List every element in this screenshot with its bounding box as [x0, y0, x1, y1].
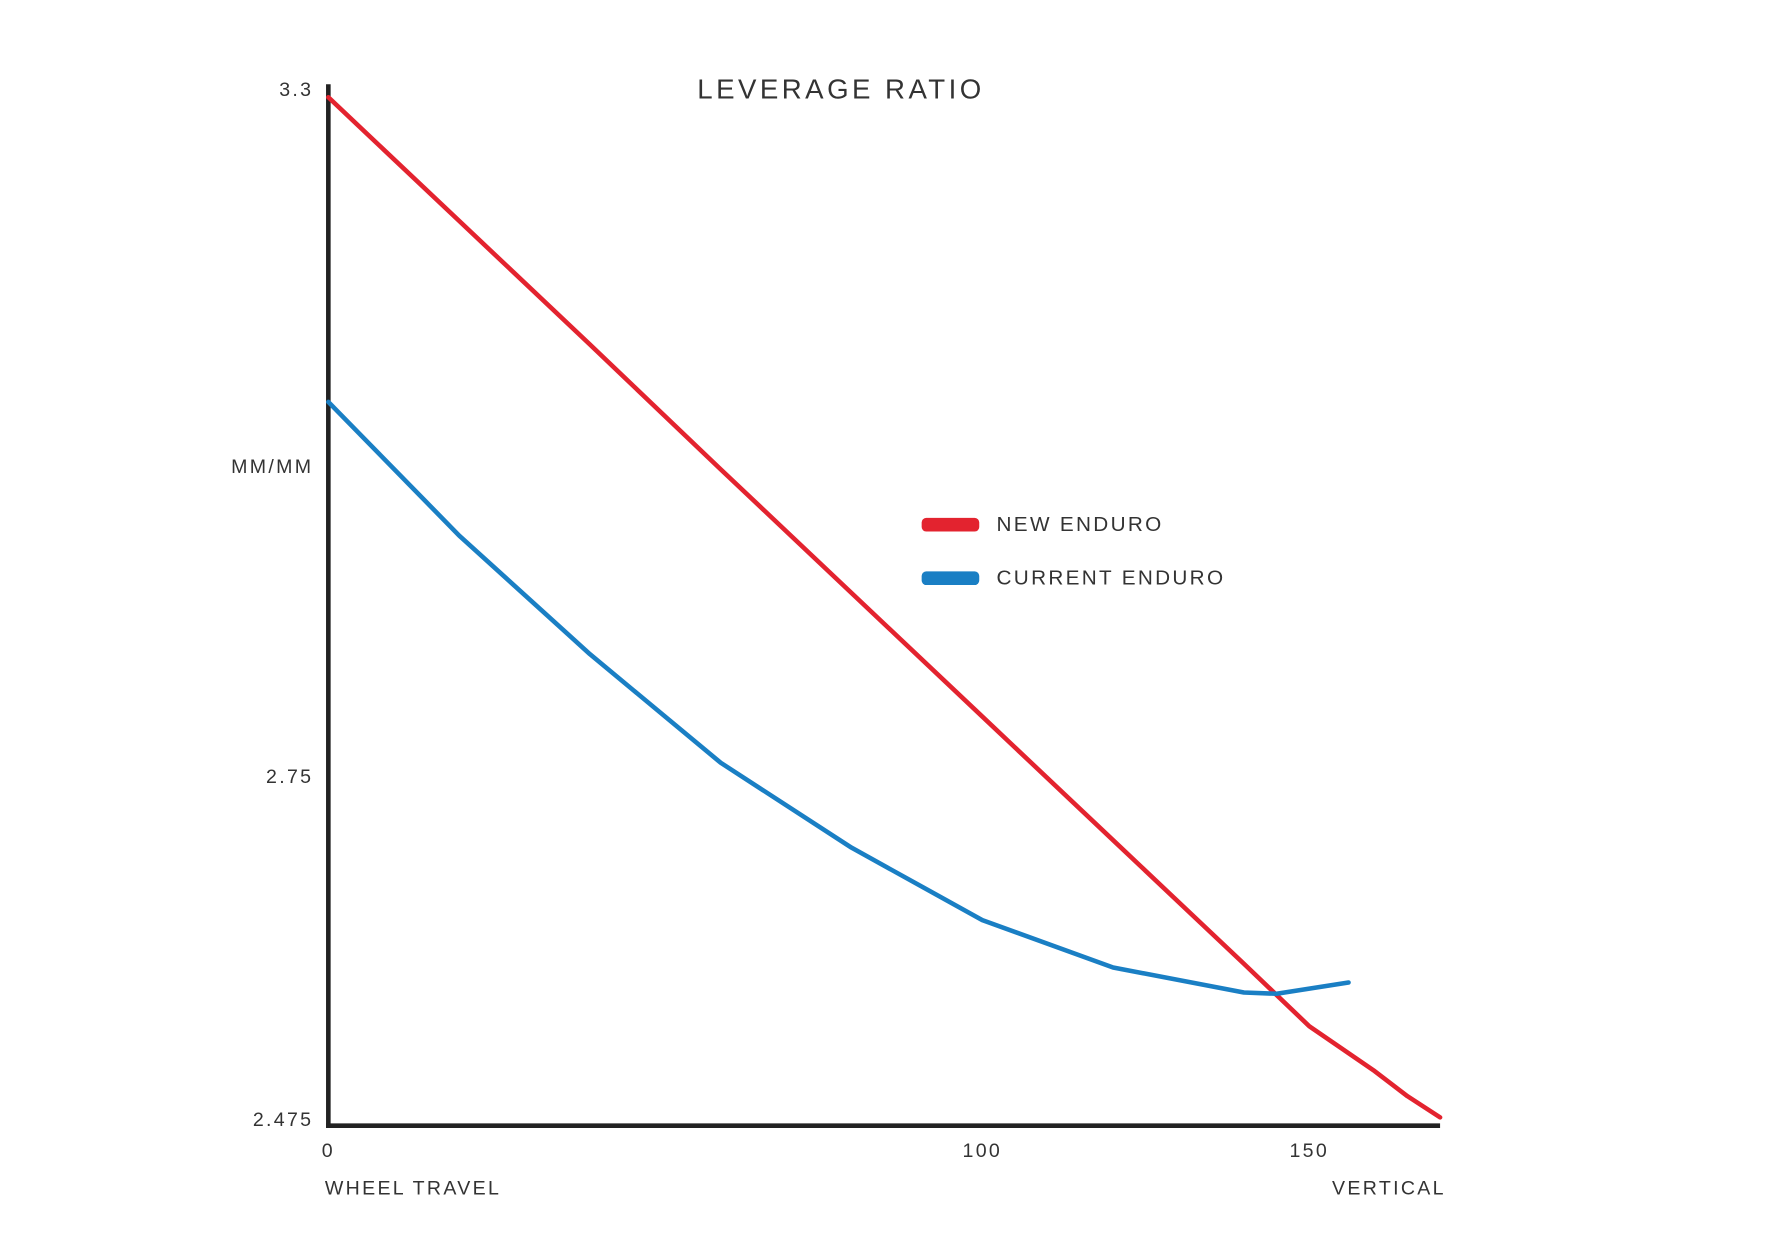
y-tick-label: 2.75	[266, 766, 313, 788]
x-axis-label-right: VERTICAL	[1332, 1178, 1446, 1200]
legend-swatch	[921, 571, 980, 586]
x-axis-label: WHEEL TRAVEL	[325, 1178, 501, 1200]
y-tick-label: 2.475	[253, 1109, 314, 1131]
legend-label: NEW ENDURO	[997, 513, 1164, 536]
y-axis-label: MM/MM	[231, 456, 313, 478]
legend-label: CURRENT ENDURO	[997, 567, 1226, 590]
x-tick-label: 0	[322, 1140, 335, 1162]
line-series	[326, 399, 1351, 997]
x-tick-label: 100	[963, 1140, 1003, 1162]
y-tick-label: 3.3	[279, 79, 313, 101]
legend-swatch	[921, 517, 980, 532]
x-tick-label: 150	[1290, 1140, 1330, 1162]
chart-title: LEVERAGE RATIO	[697, 73, 984, 104]
line-series	[326, 95, 1443, 1120]
